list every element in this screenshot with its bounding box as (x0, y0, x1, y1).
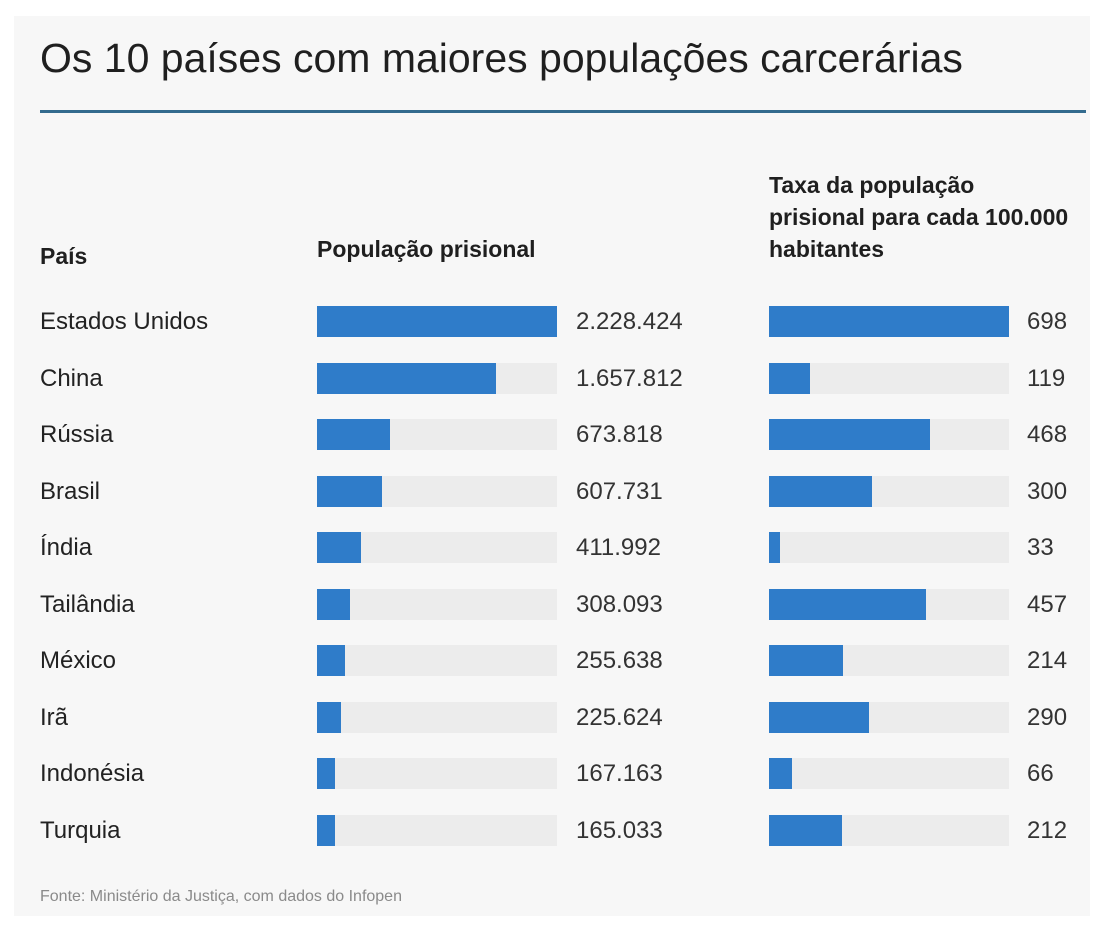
rate-bar-track (769, 532, 1009, 563)
population-bar (317, 306, 557, 337)
population-value: 2.228.424 (576, 308, 683, 335)
rate-value: 468 (1027, 421, 1068, 448)
country-label: Rússia (40, 421, 114, 448)
rate-bar-track (769, 476, 1009, 507)
rate-value: 119 (1027, 365, 1066, 392)
country-label: Índia (40, 534, 93, 561)
chart-row: Indonésia 167.163 66 (0, 757, 1102, 791)
population-bar (317, 758, 335, 789)
population-bar (317, 589, 351, 620)
population-value: 411.992 (576, 534, 661, 561)
population-bar (317, 815, 335, 846)
country-label: Estados Unidos (40, 308, 209, 335)
population-bar-track (317, 476, 557, 507)
rate-value: 33 (1027, 534, 1054, 561)
population-bar-track (317, 363, 557, 394)
rate-bar-track (769, 363, 1009, 394)
population-bar-track (317, 306, 557, 337)
country-label: Tailândia (40, 591, 135, 618)
population-value: 673.818 (576, 421, 663, 448)
rate-bar (769, 476, 873, 507)
rate-bar (769, 645, 843, 676)
chart-row: México 255.638 214 (0, 644, 1102, 678)
population-value: 1.657.812 (576, 365, 683, 392)
chart-title: Os 10 países com maiores populações carc… (40, 35, 963, 81)
rate-bar-track (769, 758, 1009, 789)
chart-row: Irã 225.624 290 (0, 701, 1102, 735)
rate-value: 214 (1027, 647, 1068, 674)
chart-row: Estados Unidos 2.228.424 698 (0, 305, 1102, 339)
chart-row: Rússia 673.818 468 (0, 418, 1102, 452)
rate-bar (769, 702, 869, 733)
population-bar (317, 532, 362, 563)
population-bar (317, 363, 496, 394)
chart-row: Índia 411.992 33 (0, 531, 1102, 565)
header-population: População prisional (317, 236, 536, 262)
chart-row: Tailândia 308.093 457 (0, 588, 1102, 622)
chart-row: Brasil 607.731 300 (0, 475, 1102, 509)
population-bar (317, 476, 383, 507)
rate-bar (769, 306, 1009, 337)
rate-bar-track (769, 306, 1009, 337)
country-label: Irã (40, 704, 69, 731)
rate-value: 66 (1027, 760, 1054, 787)
rate-bar-track (769, 645, 1009, 676)
population-value: 607.731 (576, 478, 663, 505)
rate-bar (769, 758, 792, 789)
chart-row: Turquia 165.033 212 (0, 814, 1102, 848)
rate-value: 290 (1027, 704, 1068, 731)
population-value: 165.033 (576, 817, 663, 844)
country-label: China (40, 365, 103, 392)
population-bar-track (317, 815, 557, 846)
population-bar-track (317, 758, 557, 789)
rate-bar (769, 532, 781, 563)
rate-bar (769, 419, 930, 450)
rate-bar-track (769, 815, 1009, 846)
rate-bar (769, 589, 927, 620)
population-bar (317, 645, 345, 676)
header-rate: Taxa da população prisional para cada 10… (769, 172, 1069, 262)
population-bar-track (317, 589, 557, 620)
population-bar-track (317, 532, 557, 563)
rate-value: 212 (1027, 817, 1068, 844)
rate-value: 457 (1027, 591, 1068, 618)
country-label: Indonésia (40, 760, 145, 787)
population-bar (317, 419, 390, 450)
country-label: Turquia (40, 817, 121, 844)
population-value: 255.638 (576, 647, 663, 674)
rate-bar (769, 363, 810, 394)
rate-value: 300 (1027, 478, 1068, 505)
population-value: 167.163 (576, 760, 663, 787)
title-divider (40, 110, 1086, 113)
country-label: Brasil (40, 478, 101, 505)
population-bar-track (317, 645, 557, 676)
population-bar-track (317, 419, 557, 450)
population-value: 225.624 (576, 704, 663, 731)
country-label: México (40, 647, 117, 674)
source-note: Fonte: Ministério da Justiça, com dados … (40, 888, 402, 905)
header-country: País (40, 243, 88, 269)
rate-bar-track (769, 589, 1009, 620)
rate-value: 698 (1027, 308, 1068, 335)
population-bar (317, 702, 342, 733)
population-value: 308.093 (576, 591, 663, 618)
rate-bar-track (769, 419, 1009, 450)
chart-row: China 1.657.812 119 (0, 362, 1102, 396)
population-bar-track (317, 702, 557, 733)
rate-bar (769, 815, 842, 846)
rate-bar-track (769, 702, 1009, 733)
